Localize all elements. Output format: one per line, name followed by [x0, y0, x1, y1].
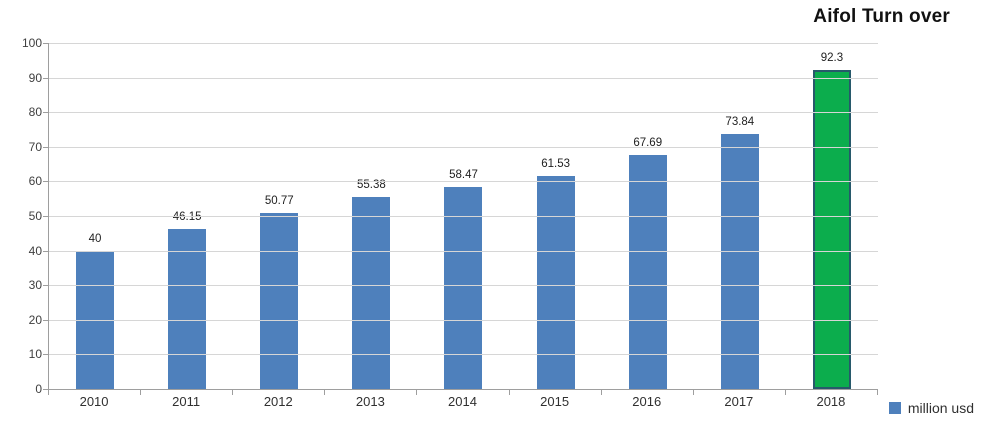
y-tick-mark: [43, 250, 49, 252]
gridline: [49, 216, 878, 217]
category-cell: 40: [49, 43, 141, 389]
x-tick-mark: [508, 389, 510, 395]
category-cell: 50.77: [233, 43, 325, 389]
y-axis-labels: 0 10 20 30 40 50 60 70 80 90 100: [0, 37, 42, 395]
y-tick-label: 30: [28, 278, 42, 293]
gridline: [49, 354, 878, 356]
y-tick-label: 80: [28, 105, 42, 120]
x-tick-label: 2018: [816, 394, 846, 409]
y-tick-label: 0: [35, 382, 42, 396]
x-tick-label: 2011: [172, 394, 201, 409]
gridline: [49, 319, 878, 321]
bars-container: 40 46.15 50.77 55.38 58.47 61.53 67.69 73.84 92.…: [49, 43, 878, 389]
bar: [536, 176, 575, 389]
x-tick-label: 2013: [355, 394, 385, 409]
bar-value-label: 92.3: [820, 51, 844, 64]
gridline: [49, 146, 878, 148]
x-tick-mark: [232, 389, 234, 395]
x-tick-mark: [140, 389, 142, 395]
y-tick-label: 100: [21, 36, 42, 50]
bar-value-label: 73.84: [725, 115, 755, 128]
legend-swatch-icon: [888, 402, 901, 414]
y-tick-label: 60: [28, 174, 42, 189]
gridline: [49, 285, 878, 287]
x-tick-label: 2017: [724, 394, 754, 409]
y-tick-label: 50: [28, 209, 42, 223]
bar-value-label: 58.47: [449, 168, 478, 181]
bar: [444, 186, 483, 389]
bar-value-label: 67.69: [633, 136, 663, 149]
bar-value-label: 40: [88, 232, 102, 245]
x-axis-labels: 2010 2011 2012 2013 2014 2015 2016 2017 2018: [48, 394, 877, 409]
bar: [260, 213, 299, 389]
bar-value-label: 50.77: [264, 195, 294, 208]
y-tick-mark: [43, 389, 49, 390]
y-tick-label: 40: [28, 243, 42, 258]
bar: [720, 133, 759, 389]
x-tick-label: 2010: [79, 394, 109, 409]
plot-area: 40 46.15 50.77 55.38 58.47 61.53 67.69 73.84 92.…: [43, 43, 878, 395]
bar-value-label: 61.53: [541, 158, 570, 171]
x-tick-label: 2015: [540, 394, 570, 409]
y-tick-mark: [43, 354, 49, 356]
category-cell: 61.53: [510, 43, 602, 389]
category-cell: 46.15: [141, 43, 233, 389]
bar: [168, 229, 207, 389]
x-tick-mark: [692, 389, 694, 395]
x-tick-label: 2014: [448, 394, 477, 409]
y-tick-mark: [43, 77, 49, 79]
gridline: [49, 112, 878, 114]
y-tick-mark: [43, 181, 49, 183]
chart-title: Aifol Turn over: [813, 6, 950, 27]
y-tick-mark: [43, 319, 49, 321]
x-tick-mark: [600, 389, 602, 395]
x-tick-mark: [48, 389, 49, 395]
gridline: [49, 250, 878, 252]
gridline: [49, 43, 878, 44]
x-tick-label: 2016: [632, 394, 662, 409]
category-cell: 73.84: [694, 43, 786, 389]
y-tick-mark: [43, 146, 49, 148]
y-tick-label: 90: [28, 70, 42, 85]
y-tick-mark: [43, 285, 49, 287]
x-tick-mark: [324, 389, 326, 395]
category-cell: 92.3: [786, 43, 878, 389]
bar: [352, 197, 391, 389]
x-tick-mark: [877, 389, 878, 395]
gridline: [49, 77, 878, 79]
y-tick-label: 10: [28, 347, 42, 362]
y-tick-mark: [43, 216, 49, 217]
bar: [628, 154, 667, 389]
y-tick-label: 20: [28, 312, 42, 327]
y-tick-label: 70: [28, 139, 42, 154]
bar-value-label: 46.15: [172, 211, 202, 224]
bar-highlighted: [812, 69, 851, 389]
x-tick-label: 2012: [263, 394, 293, 409]
y-tick-mark: [43, 43, 49, 44]
legend: million usd: [888, 400, 974, 416]
y-tick-mark: [43, 112, 49, 114]
gridline: [49, 181, 878, 183]
x-tick-mark: [784, 389, 786, 395]
category-cell: 67.69: [602, 43, 694, 389]
legend-label: million usd: [907, 400, 974, 416]
x-tick-mark: [416, 389, 418, 395]
bar: [76, 250, 115, 389]
